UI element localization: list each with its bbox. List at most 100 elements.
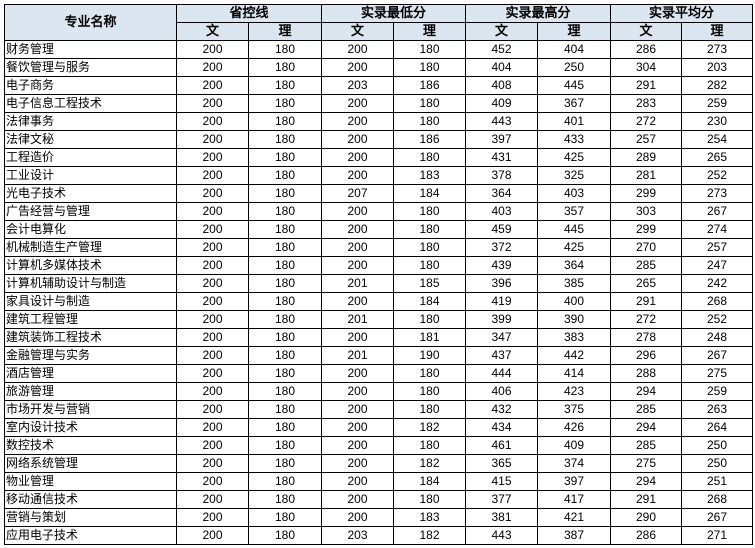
score-cell: 180 [248, 220, 322, 239]
score-cell: 180 [248, 418, 322, 437]
score-cell: 203 [321, 76, 394, 95]
score-cell: 403 [537, 184, 611, 203]
score-cell: 257 [681, 238, 753, 257]
score-cell: 180 [248, 94, 322, 113]
major-name-cell: 物业管理 [4, 472, 177, 491]
score-cell: 190 [393, 346, 466, 365]
score-cell: 285 [610, 436, 682, 455]
score-cell: 180 [248, 184, 322, 203]
major-name-cell: 工程造价 [4, 148, 177, 167]
score-cell: 200 [176, 76, 249, 95]
score-cell: 180 [393, 238, 466, 257]
score-cell: 442 [537, 346, 611, 365]
score-cell: 357 [537, 202, 611, 221]
table-row: 网络系统管理 200 180 200 182 365 374 275 250 [4, 454, 753, 473]
score-cell: 409 [537, 436, 611, 455]
score-cell: 439 [465, 256, 538, 275]
score-cell: 200 [176, 436, 249, 455]
score-cell: 200 [321, 400, 394, 419]
table-row: 建筑装饰工程技术 200 180 200 181 347 383 278 248 [4, 328, 753, 347]
score-cell: 273 [681, 184, 753, 203]
score-cell: 267 [681, 346, 753, 365]
score-cell: 434 [465, 418, 538, 437]
score-cell: 417 [537, 490, 611, 509]
score-cell: 180 [248, 436, 322, 455]
score-cell: 296 [610, 346, 682, 365]
score-cell: 186 [393, 76, 466, 95]
score-cell: 250 [681, 436, 753, 455]
score-cell: 180 [393, 202, 466, 221]
score-cell: 250 [537, 58, 611, 77]
score-cell: 459 [465, 220, 538, 239]
score-cell: 200 [176, 328, 249, 347]
score-cell: 183 [393, 508, 466, 527]
table-row: 旅游管理 200 180 200 180 406 423 294 259 [4, 382, 753, 401]
header-arts: 文 [465, 22, 538, 41]
major-name-cell: 电子信息工程技术 [4, 94, 177, 113]
score-cell: 252 [681, 310, 753, 329]
score-cell: 400 [537, 292, 611, 311]
score-cell: 200 [321, 454, 394, 473]
score-cell: 200 [321, 436, 394, 455]
header-science: 理 [537, 22, 611, 41]
table-body: 财务管理 200 180 200 180 452 404 286 273 餐饮管理与服务 200 18… [4, 40, 753, 545]
score-cell: 200 [176, 166, 249, 185]
score-cell: 252 [681, 166, 753, 185]
table-row: 法律文秘 200 180 200 186 397 433 257 254 [4, 130, 753, 149]
score-cell: 443 [465, 526, 538, 545]
score-cell: 180 [393, 94, 466, 113]
score-cell: 180 [248, 148, 322, 167]
score-cell: 282 [681, 76, 753, 95]
score-cell: 200 [176, 202, 249, 221]
score-cell: 445 [537, 220, 611, 239]
score-cell: 433 [537, 130, 611, 149]
table-row: 应用电子技术 200 180 203 182 443 387 286 271 [4, 526, 753, 545]
table-row: 室内设计技术 200 180 200 182 434 426 294 264 [4, 418, 753, 437]
header-provincial-line: 省控线 [176, 4, 322, 23]
score-cell: 265 [610, 274, 682, 293]
score-cell: 180 [248, 328, 322, 347]
score-cell: 180 [393, 58, 466, 77]
score-cell: 426 [537, 418, 611, 437]
score-cell: 180 [248, 346, 322, 365]
score-cell: 200 [176, 256, 249, 275]
score-cell: 200 [176, 40, 249, 59]
score-cell: 200 [321, 508, 394, 527]
score-cell: 200 [321, 112, 394, 131]
score-cell: 180 [393, 490, 466, 509]
score-cell: 180 [393, 112, 466, 131]
score-cell: 180 [248, 112, 322, 131]
table-row: 广告经营与管理 200 180 200 180 403 357 303 267 [4, 202, 753, 221]
score-cell: 385 [537, 274, 611, 293]
major-name-cell: 建筑装饰工程技术 [4, 328, 177, 347]
major-name-cell: 法律文秘 [4, 130, 177, 149]
major-name-cell: 会计电算化 [4, 220, 177, 239]
score-cell: 414 [537, 364, 611, 383]
score-cell: 200 [321, 166, 394, 185]
major-name-cell: 家具设计与制造 [4, 292, 177, 311]
score-cell: 180 [393, 148, 466, 167]
score-cell: 404 [465, 58, 538, 77]
score-cell: 365 [465, 454, 538, 473]
score-cell: 180 [248, 256, 322, 275]
table-row: 光电子技术 200 180 207 184 364 403 299 273 [4, 184, 753, 203]
score-cell: 452 [465, 40, 538, 59]
score-cell: 396 [465, 274, 538, 293]
score-cell: 377 [465, 490, 538, 509]
score-cell: 200 [176, 184, 249, 203]
score-cell: 347 [465, 328, 538, 347]
score-cell: 200 [321, 94, 394, 113]
score-cell: 299 [610, 220, 682, 239]
score-cell: 425 [537, 148, 611, 167]
major-name-cell: 营销与策划 [4, 508, 177, 527]
score-cell: 200 [176, 418, 249, 437]
score-cell: 375 [537, 400, 611, 419]
score-cell: 291 [610, 76, 682, 95]
score-cell: 182 [393, 454, 466, 473]
score-cell: 387 [537, 526, 611, 545]
table-row: 财务管理 200 180 200 180 452 404 286 273 [4, 40, 753, 59]
score-cell: 200 [321, 490, 394, 509]
header-arts: 文 [176, 22, 249, 41]
table-row: 市场开发与营销 200 180 200 180 432 375 285 263 [4, 400, 753, 419]
score-cell: 272 [610, 112, 682, 131]
